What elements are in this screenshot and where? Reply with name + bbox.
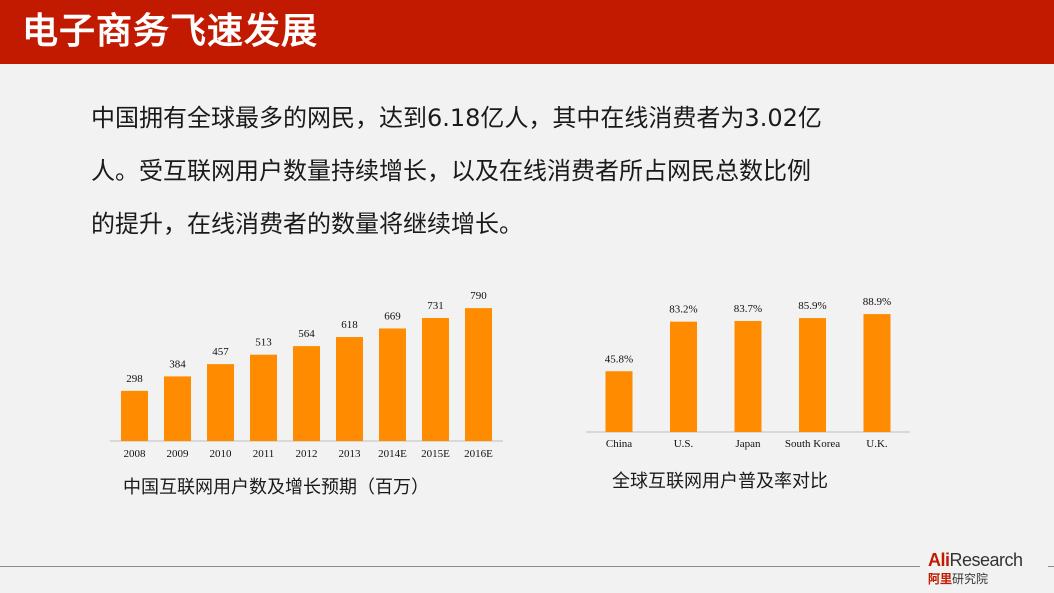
paragraph-line-1: 中国拥有全球最多的网民，达到6.18亿人，其中在线消费者为3.02亿 xyxy=(91,104,822,132)
chart-1-bar xyxy=(293,346,320,441)
paragraph-line-2: 人。受互联网用户数量持续增长，以及在线消费者所占网民总数比例 xyxy=(91,157,811,185)
chart-1-bar xyxy=(336,337,363,441)
aliresearch-logo: AliResearch 阿里研究院 xyxy=(920,548,1048,588)
logo-wordmark: AliResearch xyxy=(928,550,1023,571)
intro-paragraph: 中国拥有全球最多的网民，达到6.18亿人，其中在线消费者为3.02亿 人。受互联… xyxy=(91,92,911,251)
chart-2: 45.8% China 83.2% U.S. 83.7% Japan 85.9% South … xyxy=(586,296,910,450)
chart-1-tick-label: 2013 xyxy=(339,448,362,460)
chart-1-tick-label: 2016E xyxy=(464,448,493,460)
chart-1-tick-label: 2008 xyxy=(124,448,147,460)
footer-divider xyxy=(0,566,1054,567)
paragraph-line-3: 的提升，在线消费者的数量将继续增长。 xyxy=(91,210,523,238)
chart-1-data-label: 298 xyxy=(126,373,143,385)
chart-1-bar xyxy=(121,390,148,441)
chart-2-tick-label: U.K. xyxy=(866,438,888,450)
chart-2-bar xyxy=(605,371,633,432)
chart-1-data-label: 669 xyxy=(384,310,401,322)
logo-sub-red: 阿里 xyxy=(928,572,953,586)
logo-sub-rest: 研究院 xyxy=(952,572,989,586)
chart-2-tick-label: Japan xyxy=(735,438,761,450)
chart-2-bar xyxy=(734,320,762,432)
chart-2-tick-label: China xyxy=(606,438,632,450)
title-bar: 电子商务飞速发展 xyxy=(0,0,1054,64)
chart-1-bar xyxy=(207,364,234,441)
chart-2-data-label: 83.7% xyxy=(734,303,762,315)
chart-1-tick-label: 2010 xyxy=(210,448,233,460)
logo-research-text: Research xyxy=(949,550,1024,570)
chart-2-bar xyxy=(670,321,697,432)
logo-subtitle: 阿里研究院 xyxy=(928,570,988,587)
chart-1: 298 2008 384 2009 457 2010 513 2011 564 2012 618 20… xyxy=(110,290,503,460)
chart-1-tick-label: 2015E xyxy=(421,448,450,460)
chart-2-caption: 全球互联网用户普及率对比 xyxy=(612,471,828,492)
chart-1-bar xyxy=(164,376,191,441)
chart-1-bar xyxy=(250,354,277,441)
chart-2-bar xyxy=(799,318,826,432)
chart-1-data-label: 457 xyxy=(212,346,229,358)
chart-1-data-label: 790 xyxy=(470,290,487,302)
chart-2-bar xyxy=(863,314,891,432)
chart-2-data-label: 45.8% xyxy=(605,353,633,365)
chart-1-caption: 中国互联网用户数及增长预期（百万） xyxy=(123,477,429,498)
chart-2-tick-label: U.S. xyxy=(674,438,694,450)
chart-1-data-label: 731 xyxy=(427,300,444,312)
chart-1-bar xyxy=(465,308,492,441)
chart-1-bar xyxy=(379,328,406,441)
chart-1-tick-label: 2011 xyxy=(253,448,275,460)
chart-2-data-label: 88.9% xyxy=(863,296,891,308)
chart-1-tick-label: 2012 xyxy=(296,448,318,460)
chart-2-tick-label: South Korea xyxy=(785,438,840,450)
page-title: 电子商务飞速发展 xyxy=(22,11,319,52)
chart-1-tick-label: 2014E xyxy=(378,448,407,460)
chart-2-data-label: 85.9% xyxy=(798,300,826,312)
chart-1-data-label: 384 xyxy=(169,358,186,370)
chart-1-data-label: 618 xyxy=(341,319,358,331)
chart-1-data-label: 513 xyxy=(255,337,272,349)
chart-2-data-label: 83.2% xyxy=(669,304,697,316)
chart-1-data-label: 564 xyxy=(298,328,315,340)
logo-ali-text: Ali xyxy=(928,550,950,570)
chart-1-bar xyxy=(422,318,449,441)
chart-1-tick-label: 2009 xyxy=(167,448,190,460)
